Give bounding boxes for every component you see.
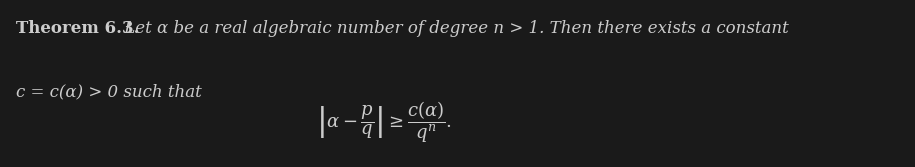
- Text: c = c(α) > 0 such that: c = c(α) > 0 such that: [16, 84, 202, 101]
- Text: $\left|\alpha - \dfrac{p}{q}\right| \geq \dfrac{c(\alpha)}{q^n}.$: $\left|\alpha - \dfrac{p}{q}\right| \geq…: [317, 100, 452, 145]
- Text: Theorem 6.3.: Theorem 6.3.: [16, 20, 140, 37]
- Text: Let α be a real algebraic number of degree n > 1. Then there exists a constant: Let α be a real algebraic number of degr…: [119, 20, 789, 37]
